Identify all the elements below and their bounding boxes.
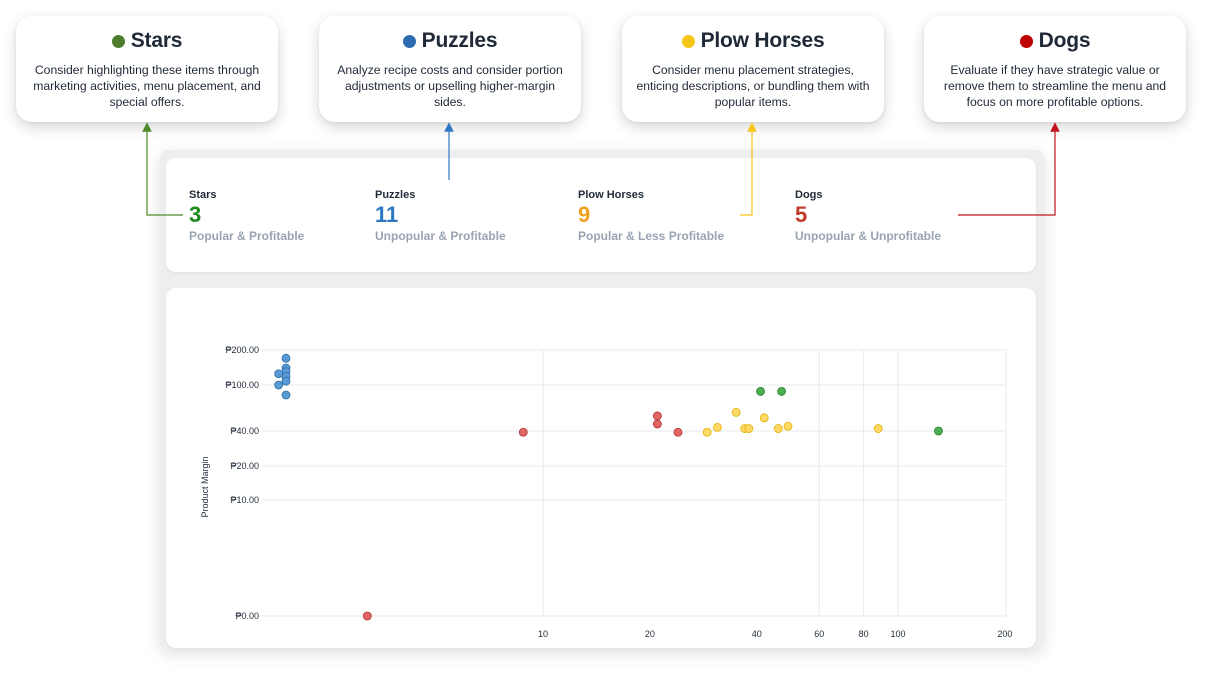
x-tick-label: 80 xyxy=(859,629,869,639)
plow-horses-point[interactable] xyxy=(702,427,712,437)
stars-point[interactable] xyxy=(777,387,786,396)
x-tick-label: 20 xyxy=(645,629,655,639)
dogs-card: Dogs Evaluate if they have strategic val… xyxy=(924,16,1186,122)
scatter-points xyxy=(274,353,943,621)
stars-point[interactable] xyxy=(934,426,943,436)
x-tick-label: 100 xyxy=(890,629,905,639)
x-tick-label: 40 xyxy=(752,629,762,639)
plow-horses-connector-line xyxy=(740,122,757,216)
puzzles-card-description: Analyze recipe costs and consider portio… xyxy=(337,63,563,109)
plow-horses-point[interactable] xyxy=(744,424,754,433)
stat-stars-subtitle: Popular & Profitable xyxy=(189,229,305,243)
stat-puzzles[interactable]: Puzzles 11 Unpopular & Profitable xyxy=(375,189,506,243)
plow-horses-point[interactable] xyxy=(713,422,722,432)
x-tick-label: 10 xyxy=(538,629,548,639)
stat-plow-horses[interactable]: Plow Horses 9 Popular & Less Profitable xyxy=(578,189,724,243)
stat-dogs-subtitle: Unpopular & Unprofitable xyxy=(795,229,941,243)
x-tick-label: 200 xyxy=(997,629,1012,639)
puzzles-dot-icon xyxy=(402,34,416,48)
stars-card-title: Stars xyxy=(130,29,183,52)
stars-card: Stars Consider highlighting these items … xyxy=(16,16,278,122)
dogs-connector-line xyxy=(958,122,1060,216)
stars-connector-line xyxy=(142,122,183,216)
plow-horses-card-description: Consider menu placement strategies, enti… xyxy=(636,63,870,109)
y-tick-label: ₱200.00 xyxy=(225,345,259,355)
stat-dogs-label: Dogs xyxy=(795,189,823,201)
puzzles-point[interactable] xyxy=(281,376,291,386)
puzzles-card-title: Puzzles xyxy=(421,29,498,52)
x-axis-labels: 10 20 40 60 80 100 200 xyxy=(538,629,1012,639)
puzzles-point[interactable] xyxy=(281,390,291,400)
puzzles-point[interactable] xyxy=(274,369,284,379)
dogs-point[interactable] xyxy=(518,427,528,437)
chart-grid xyxy=(262,349,1007,617)
y-tick-label: ₱20.00 xyxy=(230,461,259,471)
dogs-point[interactable] xyxy=(652,419,662,429)
stars-point[interactable] xyxy=(756,387,765,396)
puzzles-point[interactable] xyxy=(274,380,284,390)
stat-puzzles-label: Puzzles xyxy=(375,189,416,201)
y-tick-label: ₱10.00 xyxy=(230,495,259,505)
stat-plow-horses-count: 9 xyxy=(578,202,591,227)
stat-plow-horses-subtitle: Popular & Less Profitable xyxy=(578,229,725,243)
plow-horses-point[interactable] xyxy=(731,407,741,417)
stat-stars-count: 3 xyxy=(189,202,202,227)
y-tick-label: ₱100.00 xyxy=(225,380,259,390)
dogs-card-description: Evaluate if they have strategic value or… xyxy=(943,63,1167,109)
y-axis-labels: ₱200.00 ₱100.00 ₱40.00 ₱20.00 ₱10.00 ₱0.00 xyxy=(225,345,259,621)
menu-engineering-chart-card xyxy=(166,288,1036,648)
x-tick-label: 60 xyxy=(814,629,824,639)
stat-stars-label: Stars xyxy=(189,189,217,201)
y-tick-label: ₱40.00 xyxy=(230,426,259,436)
stars-dot-icon xyxy=(111,34,125,48)
stat-puzzles-count: 11 xyxy=(375,202,399,227)
plow-horses-card: Plow Horses Consider menu placement stra… xyxy=(622,16,884,122)
stat-plow-horses-label: Plow Horses xyxy=(578,189,645,201)
dogs-point[interactable] xyxy=(362,611,372,621)
puzzles-card: Puzzles Analyze recipe costs and conside… xyxy=(319,16,581,122)
stat-dogs[interactable]: Dogs 5 Unpopular & Unprofitable xyxy=(795,189,941,243)
plow-horses-point[interactable] xyxy=(873,424,883,433)
y-tick-label: ₱0.00 xyxy=(235,611,259,621)
dogs-dot-icon xyxy=(1019,34,1033,48)
dogs-card-title: Dogs xyxy=(1038,29,1091,52)
stat-puzzles-subtitle: Unpopular & Profitable xyxy=(375,229,506,243)
plow-horses-card-title: Plow Horses xyxy=(700,29,825,52)
plow-horses-point[interactable] xyxy=(759,413,769,423)
plow-horses-dot-icon xyxy=(681,34,695,48)
puzzles-point[interactable] xyxy=(281,353,291,363)
stat-stars[interactable]: Stars 3 Popular & Profitable xyxy=(189,189,304,243)
plow-horses-point[interactable] xyxy=(773,424,783,433)
y-axis-title: Product Margin xyxy=(200,456,210,517)
stat-dogs-count: 5 xyxy=(795,202,808,227)
dogs-point[interactable] xyxy=(673,427,683,437)
plow-horses-point[interactable] xyxy=(783,421,793,431)
stars-card-description: Consider highlighting these items throug… xyxy=(33,63,261,109)
dogs-point[interactable] xyxy=(652,411,662,421)
stats-summary: Stars 3 Popular & Profitable Puzzles 11 … xyxy=(166,158,1036,272)
